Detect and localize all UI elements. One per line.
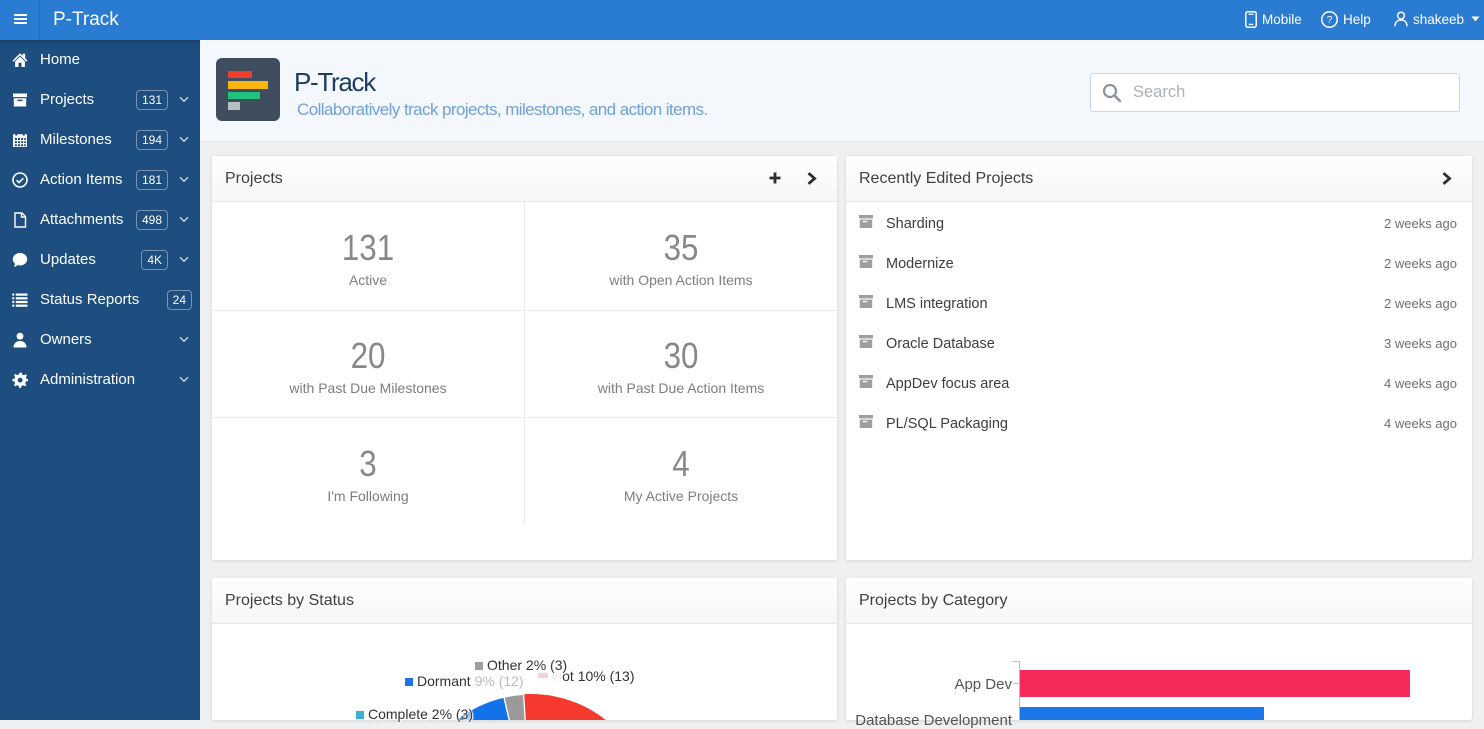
svg-text:?: ? bbox=[1327, 14, 1333, 26]
